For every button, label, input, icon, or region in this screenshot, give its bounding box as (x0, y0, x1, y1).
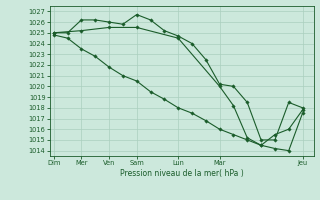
X-axis label: Pression niveau de la mer( hPa ): Pression niveau de la mer( hPa ) (120, 169, 244, 178)
